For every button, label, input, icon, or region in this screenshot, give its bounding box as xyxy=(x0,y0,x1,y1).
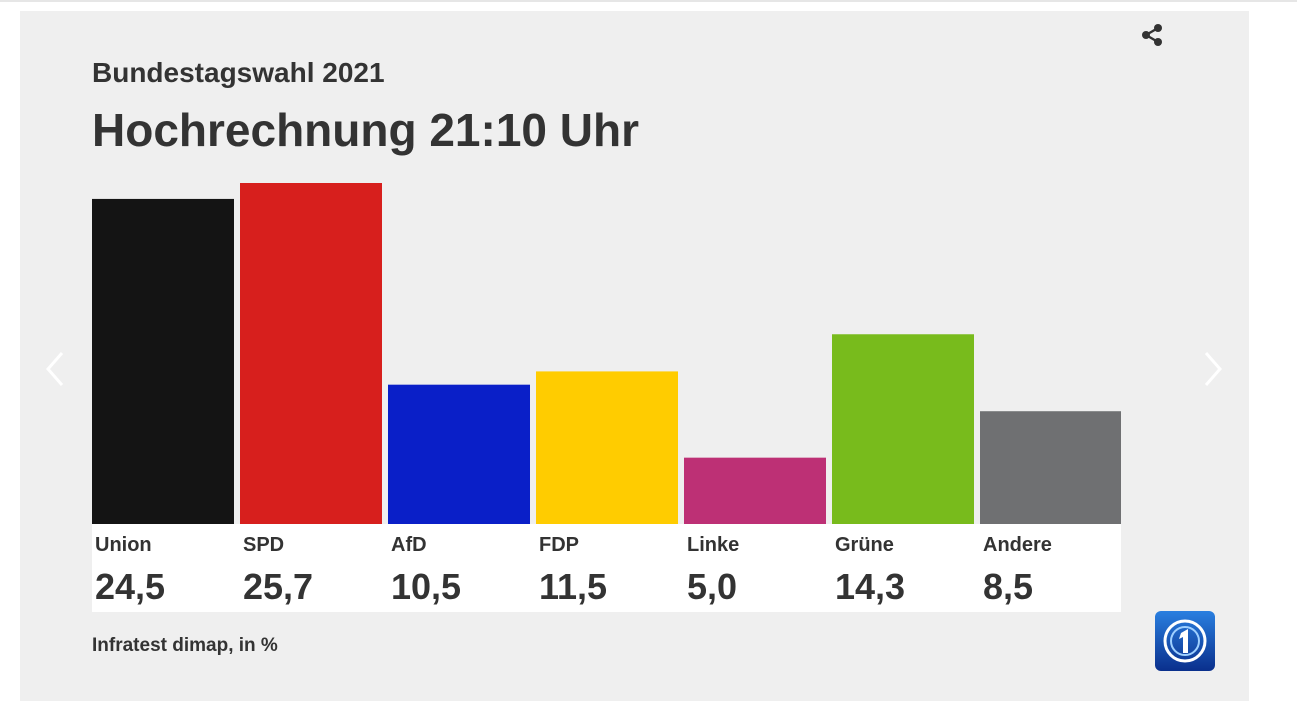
category-label: AfD xyxy=(391,534,427,556)
top-divider xyxy=(0,0,1297,2)
value-label: 5,0 xyxy=(687,566,738,607)
category-label: Linke xyxy=(687,534,740,556)
bar-fdp xyxy=(536,371,678,524)
bar-andere xyxy=(980,411,1121,524)
value-label: 14,3 xyxy=(835,566,906,607)
category-label: SPD xyxy=(243,534,285,556)
value-label: 11,5 xyxy=(539,566,608,607)
chevron-right-icon[interactable] xyxy=(1198,349,1228,389)
category-label: FDP xyxy=(539,534,579,556)
bar-spd xyxy=(240,183,382,524)
source-note: Infratest dimap, in % xyxy=(92,635,278,656)
bar-plot xyxy=(92,183,1121,524)
category-label: Union xyxy=(95,534,152,556)
bar-gr-ne xyxy=(832,334,974,524)
tagesschau-logo-icon[interactable] xyxy=(1155,611,1215,671)
category-label: Grüne xyxy=(835,534,894,556)
chart-title: Hochrechnung 21:10 Uhr xyxy=(92,104,639,156)
value-label: 10,5 xyxy=(391,566,462,607)
chart-card: Bundestagswahl 2021 Hochrechnung 21:10 U… xyxy=(20,11,1249,701)
bar-afd xyxy=(388,384,530,524)
category-label-band: Union 24,5 SPD 25,7 AfD 10,5 FDP 11,5 Linke 5,0 Gr… xyxy=(92,524,1121,612)
value-label: 24,5 xyxy=(95,566,166,607)
bar-union xyxy=(92,198,234,524)
bar-linke xyxy=(684,457,826,524)
value-label: 25,7 xyxy=(243,566,314,607)
share-icon[interactable] xyxy=(1138,21,1166,49)
chart-subtitle: Bundestagswahl 2021 xyxy=(92,57,385,88)
category-label: Andere xyxy=(983,534,1052,556)
value-label: 8,5 xyxy=(983,566,1034,607)
chevron-left-icon[interactable] xyxy=(40,349,70,389)
